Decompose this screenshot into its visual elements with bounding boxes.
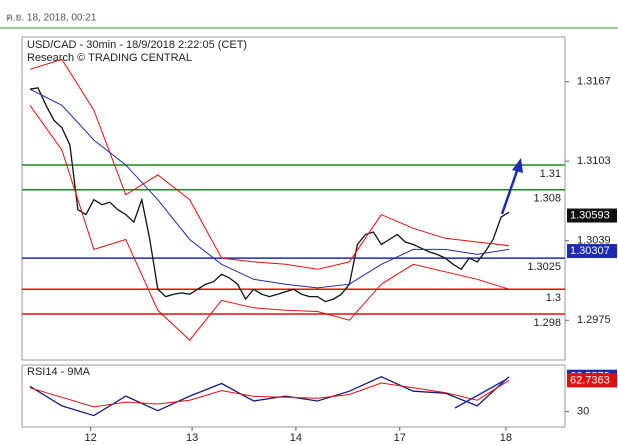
level-label: 1.3 [546, 292, 561, 304]
x-tick-label: 17 [394, 432, 406, 444]
level-label: 1.31 [540, 168, 561, 180]
value-tag-label: 1.30593 [570, 209, 610, 221]
series-line [29, 87, 510, 303]
x-tick-label: 12 [85, 432, 97, 444]
value-tag-label: 62.7363 [570, 374, 610, 386]
rsi-trend-line [454, 378, 508, 409]
level-label: 1.308 [533, 193, 561, 205]
y-tick-label: 1.3039 [577, 235, 611, 247]
forecast-arrow [500, 167, 520, 215]
level-label: 1.298 [533, 317, 561, 329]
series-line [29, 379, 510, 408]
value-tag-label: 1.30307 [570, 245, 610, 257]
series-line [29, 88, 510, 289]
value-tag [567, 244, 617, 259]
series-line [29, 105, 510, 341]
x-tick-label: 18 [500, 432, 512, 444]
header-date: ค.ย. 18, 2018, 00:21 [6, 13, 97, 24]
rsi-panel [21, 364, 566, 428]
rsi-title: RSI14 - 9MA [27, 366, 91, 378]
x-tick-label: 13 [186, 432, 198, 444]
value-tag [567, 208, 617, 223]
y-tick-label: 1.3103 [577, 155, 611, 167]
chart-title: USD/CAD - 30min - 18/9/2018 2:22:05 (CET… [27, 39, 247, 51]
price-panel [21, 36, 566, 361]
level-label: 1.3025 [527, 261, 561, 273]
y-tick-label: 1.3167 [577, 76, 611, 88]
arrow-head [512, 158, 523, 173]
plot-layer: 1.3167 1.3103 1.3039 1.2975 1.31 1.308 1.3025 1… [22, 58, 617, 444]
value-tag [567, 373, 617, 388]
y-tick-label: 30 [577, 406, 589, 418]
chart-subtitle: Research © TRADING CENTRAL [27, 52, 192, 64]
series-line [29, 375, 510, 417]
x-tick-label: 14 [290, 432, 302, 444]
y-tick-label: 1.2975 [577, 314, 611, 326]
